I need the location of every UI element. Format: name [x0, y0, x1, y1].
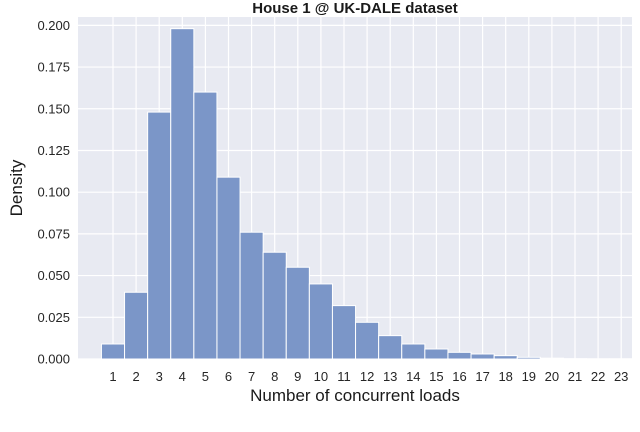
histogram-bar [539, 357, 564, 360]
y-tick-labels: 0.000 0.025 0.050 0.075 0.100 0.125 0.150 0.175… [37, 18, 70, 367]
x-tick-label: 18 [498, 369, 512, 384]
y-tick-label: 0.025 [37, 310, 70, 325]
x-tick-label: 5 [202, 369, 209, 384]
histogram-bar [401, 343, 426, 360]
x-tick-label: 4 [179, 369, 186, 384]
histogram-bar [216, 176, 241, 360]
histogram-bar [516, 356, 541, 360]
histogram-bar [331, 305, 357, 360]
histogram-bar [447, 351, 472, 360]
y-tick-label: 0.125 [37, 143, 70, 158]
x-tick-label: 10 [314, 369, 328, 384]
chart-title: House 1 @ UK-DALE dataset [252, 0, 458, 17]
x-tick-label: 13 [383, 369, 397, 384]
x-tick-label: 14 [406, 369, 420, 384]
x-tick-label: 1 [109, 369, 116, 384]
y-tick-label: 0.175 [37, 60, 70, 75]
y-tick-label: 0.150 [37, 101, 70, 116]
histogram-bar [378, 335, 403, 360]
x-tick-label: 7 [248, 369, 255, 384]
x-tick-label: 8 [271, 369, 278, 384]
x-tick-label: 11 [337, 369, 351, 384]
x-tick-labels: 1 2 3 4 5 6 7 8 9 10 11 12 13 14 15 16 17 18 19 20 21 22 23 [109, 369, 628, 384]
y-tick-label: 0.100 [37, 185, 70, 200]
bars-layer [100, 28, 634, 360]
histogram-bar [308, 283, 333, 360]
x-tick-label: 3 [156, 369, 163, 384]
histogram-bar [100, 343, 126, 360]
x-tick-label: 19 [522, 369, 536, 384]
histogram-bar [262, 251, 287, 360]
histogram-bar [470, 353, 495, 360]
histogram-bar [493, 355, 518, 360]
histogram-bar [285, 266, 310, 360]
y-tick-label: 0.075 [37, 226, 70, 241]
x-tick-label: 17 [475, 369, 489, 384]
histogram-bar [147, 111, 172, 360]
x-tick-label: 12 [360, 369, 374, 384]
histogram-bar [124, 291, 149, 360]
histogram-bar [193, 91, 218, 360]
histogram-bar [355, 321, 380, 360]
x-axis-label: Number of concurrent loads [250, 386, 460, 405]
x-tick-label: 6 [225, 369, 232, 384]
x-tick-label: 16 [452, 369, 466, 384]
x-tick-label: 20 [545, 369, 559, 384]
histogram-bar [239, 231, 264, 360]
y-axis-label: Density [7, 159, 26, 216]
y-tick-label: 0.000 [37, 352, 70, 367]
y-tick-label: 0.200 [37, 18, 70, 33]
histogram-bar [424, 348, 449, 360]
x-tick-label: 23 [614, 369, 628, 384]
x-tick-label: 15 [429, 369, 443, 384]
histogram-bar [170, 28, 195, 360]
x-tick-label: 21 [568, 369, 582, 384]
x-tick-label: 9 [294, 369, 301, 384]
y-tick-label: 0.050 [37, 268, 70, 283]
x-tick-label: 2 [132, 369, 139, 384]
x-tick-label: 22 [591, 369, 605, 384]
